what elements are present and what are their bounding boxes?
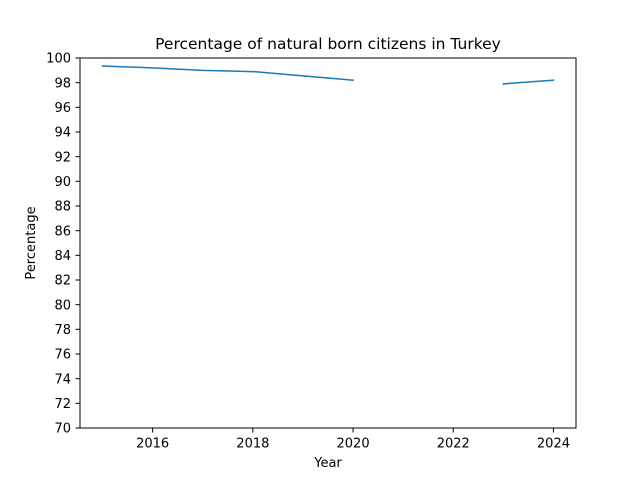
chart-title: Percentage of natural born citizens in T… xyxy=(155,35,501,53)
y-tick-label: 88 xyxy=(54,200,71,215)
y-axis-title: Percentage xyxy=(24,206,39,279)
x-tick-label: 2024 xyxy=(537,437,570,452)
y-tick-label: 70 xyxy=(54,422,71,437)
y-tick-label: 100 xyxy=(46,52,71,67)
y-tick-label: 84 xyxy=(54,249,71,264)
y-tick-label: 92 xyxy=(54,150,71,165)
y-tick-label: 82 xyxy=(54,274,71,289)
plot-frame xyxy=(79,57,577,429)
y-tick-label: 72 xyxy=(54,397,71,412)
y-tick-label: 80 xyxy=(54,298,71,313)
y-tick-label: 98 xyxy=(54,76,71,91)
y-axis: 70 72 74 76 78 80 82 84 86 88 90 92 94 96 98 100 xyxy=(46,52,80,437)
y-tick-label: 90 xyxy=(54,175,71,190)
y-tick-label: 78 xyxy=(54,323,71,338)
y-tick-label: 94 xyxy=(54,126,71,141)
y-tick-label: 96 xyxy=(54,101,71,116)
x-axis: 2016 2018 2020 2022 2024 xyxy=(136,428,570,452)
y-tick-label: 74 xyxy=(54,372,71,387)
y-tick-label: 76 xyxy=(54,348,71,363)
series-layer xyxy=(101,65,555,85)
series-line-segment xyxy=(101,65,354,82)
x-tick-label: 2018 xyxy=(236,437,269,452)
y-tick-label: 86 xyxy=(54,224,71,239)
x-tick-label: 2020 xyxy=(337,437,370,452)
series-line-segment xyxy=(502,79,555,85)
x-tick-label: 2022 xyxy=(437,437,470,452)
x-tick-label: 2016 xyxy=(136,437,169,452)
plot-area xyxy=(79,57,577,429)
x-axis-title: Year xyxy=(313,456,342,471)
